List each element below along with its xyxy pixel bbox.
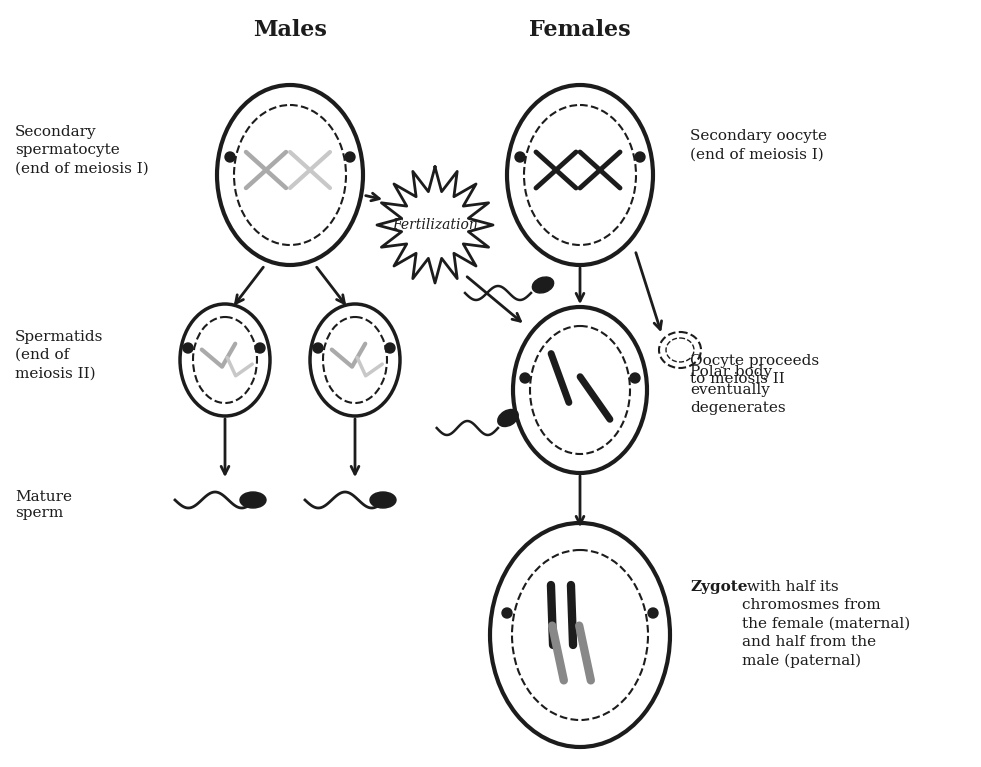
Circle shape — [520, 373, 530, 383]
Ellipse shape — [370, 492, 396, 508]
Circle shape — [648, 608, 658, 618]
Circle shape — [225, 152, 235, 162]
Ellipse shape — [497, 410, 518, 426]
Ellipse shape — [240, 492, 266, 508]
Polygon shape — [377, 167, 493, 283]
Text: Polar body
eventually
degenerates: Polar body eventually degenerates — [690, 364, 786, 416]
Text: with half its
chromosmes from
the female (maternal)
and half from the
male (pate: with half its chromosmes from the female… — [742, 580, 910, 668]
Circle shape — [345, 152, 355, 162]
Circle shape — [183, 343, 193, 353]
Text: Spermatids
(end of
meiosis II): Spermatids (end of meiosis II) — [15, 330, 103, 380]
Circle shape — [385, 343, 395, 353]
Text: Females: Females — [529, 19, 631, 41]
Circle shape — [635, 152, 645, 162]
Text: Males: Males — [253, 19, 327, 41]
Circle shape — [313, 343, 323, 353]
Ellipse shape — [533, 277, 553, 293]
Text: Mature
sperm: Mature sperm — [15, 490, 72, 520]
Text: Oocyte proceeds
to meiosis II: Oocyte proceeds to meiosis II — [690, 354, 819, 387]
Circle shape — [630, 373, 640, 383]
Text: Secondary
spermatocyte
(end of meiosis I): Secondary spermatocyte (end of meiosis I… — [15, 124, 149, 176]
Text: Fertilization: Fertilization — [392, 218, 478, 232]
Circle shape — [502, 608, 512, 618]
Text: Zygote: Zygote — [690, 580, 748, 594]
Text: Secondary oocyte
(end of meiosis I): Secondary oocyte (end of meiosis I) — [690, 129, 827, 161]
Circle shape — [255, 343, 265, 353]
Circle shape — [515, 152, 525, 162]
